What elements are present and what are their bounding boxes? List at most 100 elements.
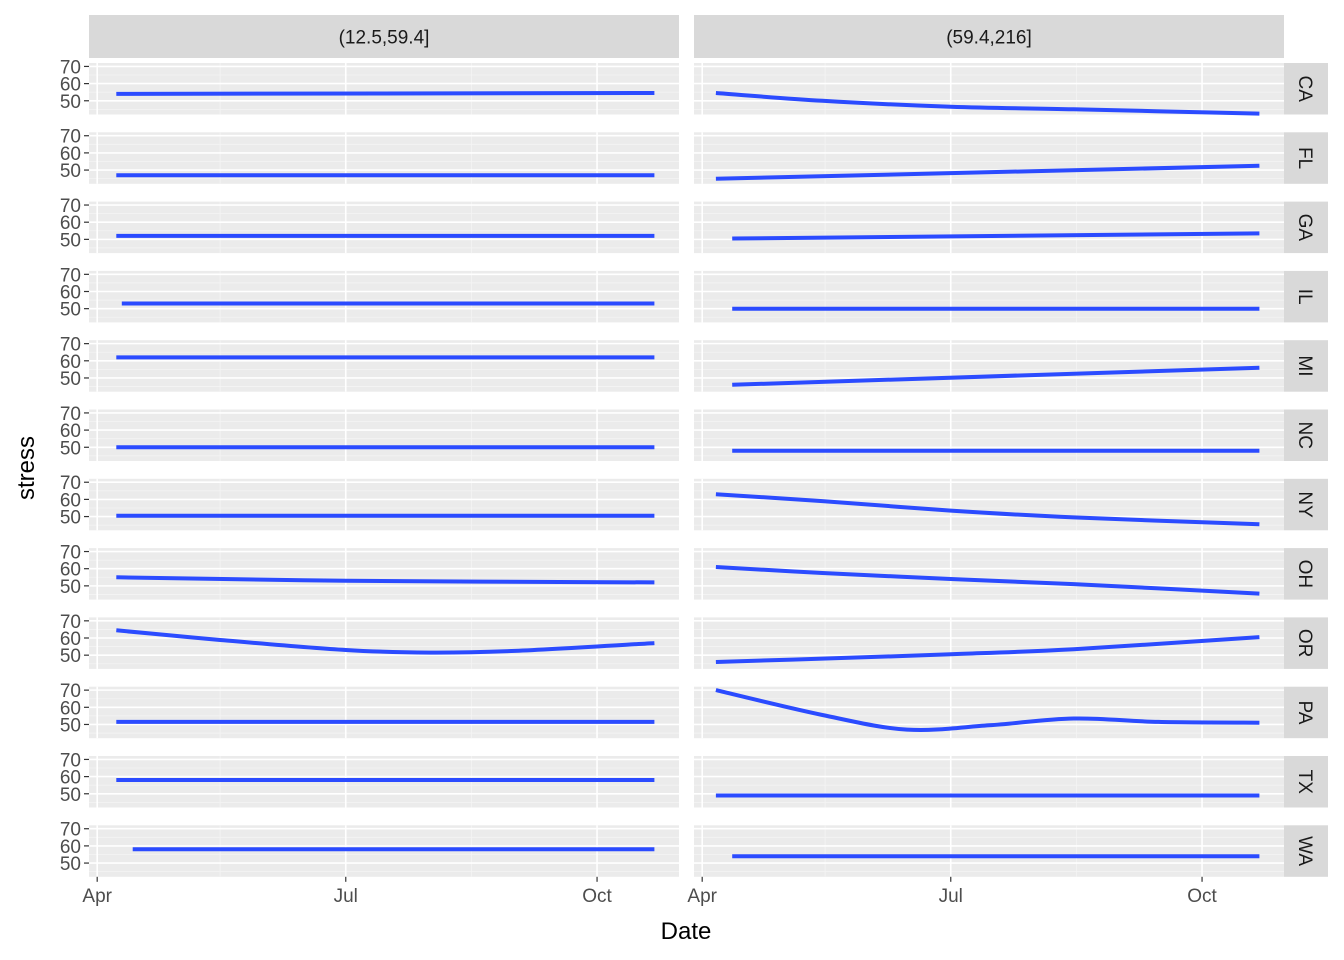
panel-ga-col1 (89, 201, 679, 254)
y-tick-label: 70 (60, 681, 81, 702)
series-line-fl-col2 (715, 163, 1260, 181)
row-strip (1284, 63, 1328, 115)
y-tick-label: 50 (60, 715, 81, 736)
y-tick-label: 50 (60, 577, 81, 598)
row-strip (1284, 201, 1328, 254)
series-line-or-col2 (715, 635, 1260, 664)
panel-background (89, 270, 679, 323)
y-tick-label: 70 (60, 750, 81, 771)
y-tick-label: 60 (60, 421, 81, 442)
panel-background (89, 340, 679, 392)
row-strip-label: PA (1294, 700, 1315, 724)
panel-background (89, 201, 679, 254)
row-strip-label: WA (1294, 836, 1315, 866)
y-tick-label: 60 (60, 352, 81, 373)
y-tick-label: 60 (60, 560, 81, 581)
x-axis-title: Date (661, 918, 712, 945)
series-line-mi-col2 (732, 365, 1260, 387)
series-lines (116, 91, 1260, 859)
panel-background (89, 686, 679, 739)
panel-ny-col1 (89, 478, 679, 531)
y-tick-label: 70 (60, 820, 81, 841)
y-tick-label: 50 (60, 369, 81, 390)
y-tick-label: 60 (60, 75, 81, 96)
panel-background (694, 756, 1284, 808)
x-tick-label: Apr (687, 886, 717, 907)
series-line-oh-col1 (116, 575, 655, 585)
y-tick-label: 70 (60, 335, 81, 356)
y-tick-label: 50 (60, 508, 81, 529)
panel-pa-col2 (694, 686, 1284, 739)
y-tick-label: 50 (60, 161, 81, 182)
y-tick-label: 70 (60, 404, 81, 425)
panel-background (89, 617, 679, 669)
y-tick-label: 50 (60, 646, 81, 667)
y-tick-label: 70 (60, 265, 81, 286)
row-strip-label: OR (1294, 629, 1315, 658)
row-strip-label: OH (1294, 560, 1315, 589)
row-strip (1284, 409, 1328, 461)
row-strip-label: FL (1294, 147, 1315, 169)
y-tick-label: 70 (60, 543, 81, 564)
y-tick-label: 60 (60, 629, 81, 650)
x-tick-label: Apr (82, 886, 112, 907)
row-strip (1284, 478, 1328, 531)
panel-il-col2 (694, 270, 1284, 323)
col-strip-label: (12.5,59.4] (339, 28, 430, 49)
row-strip (1284, 617, 1328, 669)
col-strip-label: (59.4,216] (946, 28, 1032, 49)
series-line-ga-col2 (732, 231, 1260, 241)
row-strip (1284, 756, 1328, 808)
series-line-ny-col2 (715, 492, 1260, 527)
y-tick-label: 50 (60, 854, 81, 875)
y-tick-label: 60 (60, 283, 81, 304)
panel-background (694, 825, 1284, 877)
row-strip (1284, 132, 1328, 184)
y-axis: 5060705060705060705060705060705060705060… (60, 57, 89, 875)
y-tick-label: 70 (60, 127, 81, 148)
panel-background (694, 409, 1284, 461)
row-strip (1284, 686, 1328, 739)
panel-wa-col2 (694, 825, 1284, 877)
panel-nc-col1 (89, 409, 679, 461)
y-tick-label: 50 (60, 230, 81, 251)
panel-background (694, 270, 1284, 323)
y-tick-label: 60 (60, 490, 81, 511)
col-strip (89, 15, 679, 58)
x-tick-label: Oct (1187, 886, 1217, 907)
row-strip-label: NY (1294, 491, 1315, 518)
col-strip (694, 15, 1284, 58)
row-strip (1284, 825, 1328, 877)
series-line-pa-col2 (715, 688, 1260, 732)
y-tick-label: 60 (60, 144, 81, 165)
panel-ga-col2 (694, 201, 1284, 254)
panel-il-col1 (89, 270, 679, 323)
series-line-oh-col2 (715, 565, 1260, 596)
y-tick-label: 60 (60, 213, 81, 234)
row-strip-label: IL (1294, 289, 1315, 305)
row-strip-label: GA (1294, 214, 1315, 242)
panel-background (694, 686, 1284, 739)
panels-layer (89, 63, 1284, 877)
panel-oh-col1 (89, 548, 679, 600)
panel-background (89, 478, 679, 531)
y-tick-label: 50 (60, 438, 81, 459)
y-tick-label: 70 (60, 196, 81, 217)
strips-layer: (12.5,59.4] (59.4,216] CA FL GA IL MI NC NY OH OR P… (89, 15, 1328, 877)
row-strip (1284, 340, 1328, 392)
x-tick-label: Oct (582, 886, 612, 907)
panel-mi-col1 (89, 340, 679, 392)
panel-background (89, 548, 679, 600)
panel-nc-col2 (694, 409, 1284, 461)
row-strip-label: TX (1294, 770, 1315, 795)
row-strip-label: CA (1294, 76, 1315, 103)
y-tick-label: 70 (60, 57, 81, 78)
x-axis: Apr Jul Oct Apr Jul Oct (82, 876, 1218, 907)
panel-ca-col1 (89, 63, 679, 115)
series-line-ca-col2 (715, 91, 1260, 116)
panel-background (89, 409, 679, 461)
series-line-or-col1 (116, 628, 655, 655)
y-tick-label: 60 (60, 698, 81, 719)
y-tick-label: 50 (60, 92, 81, 113)
